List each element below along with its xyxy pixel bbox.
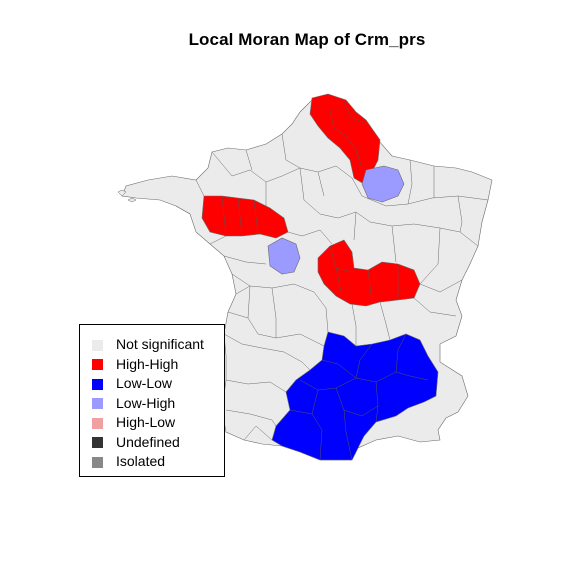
department-borders [175, 133, 489, 441]
legend-label-isolated: Isolated [116, 453, 166, 469]
legend-item-low-low: Low-Low [80, 374, 224, 394]
legend-swatch-high-low [92, 417, 103, 429]
legend-swatch-isolated [92, 456, 103, 468]
map-region-low-high-west [267, 237, 301, 275]
map-title: Local Moran Map of Crm_prs [188, 30, 426, 49]
legend-swatch-low-high [92, 398, 103, 409]
legend-swatch-undefined [92, 437, 103, 448]
legend-item-not-significant: Not significant [80, 335, 224, 355]
legend-item-high-high: High-High [80, 355, 224, 375]
legend-label-high-high: High-High [116, 355, 179, 372]
map-region-low-high-northeast [361, 165, 405, 203]
legend-label-low-low: Low-Low [116, 375, 173, 391]
legend-swatch-not-significant [92, 339, 103, 351]
legend-label-not-significant: Not significant [116, 336, 204, 352]
legend-item-high-low: High-Low [80, 413, 224, 433]
map-legend: Not significant High-High Low-Low Low-Hi… [79, 324, 225, 477]
legend-label-undefined: Undefined [116, 433, 180, 450]
legend-item-low-high: Low-High [80, 394, 224, 414]
map-region-high-high-west [201, 195, 289, 239]
region-internal-borders [221, 101, 429, 461]
legend-item-undefined: Undefined [80, 433, 224, 453]
legend-label-high-low: High-Low [116, 414, 176, 430]
legend-swatch-high-high [92, 359, 103, 370]
coast-details [117, 189, 137, 203]
legend-label-low-high: Low-High [116, 394, 176, 411]
legend-item-isolated: Isolated [80, 452, 224, 472]
legend-swatch-low-low [92, 378, 103, 390]
